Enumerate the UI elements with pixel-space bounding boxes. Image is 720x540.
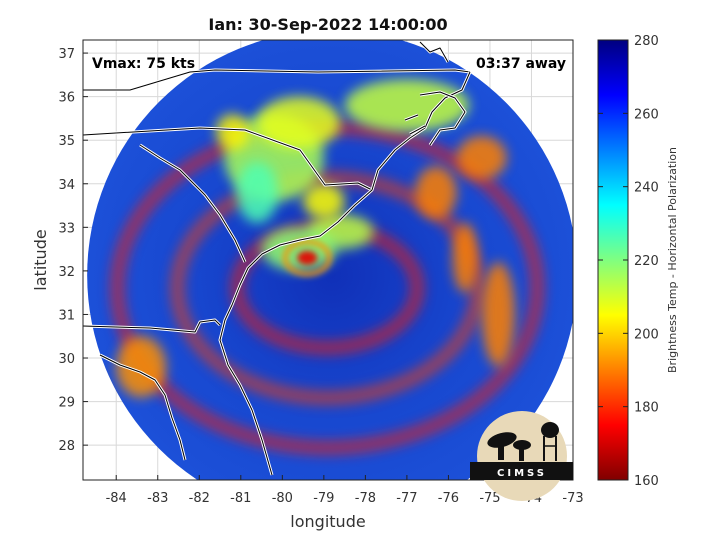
logo-text: CIMSS — [497, 468, 547, 479]
y-tick-label: 30 — [58, 352, 75, 367]
y-tick-label: 33 — [58, 221, 75, 236]
cimss-logo: CIMSS — [470, 411, 573, 501]
x-tick-label: -84 — [106, 491, 127, 506]
x-tick-label: -77 — [396, 491, 417, 506]
y-tick-label: 35 — [58, 134, 75, 149]
chart-title: Ian: 30-Sep-2022 14:00:00 — [208, 15, 447, 34]
warm-region — [257, 96, 341, 149]
x-tick-label: -78 — [355, 491, 376, 506]
x-tick-label: -73 — [562, 491, 583, 506]
warm-regions — [116, 79, 515, 398]
warm-region — [116, 336, 167, 398]
warm-region — [452, 222, 478, 293]
y-tick-label: 32 — [58, 265, 75, 280]
warm-region — [344, 79, 470, 132]
y-tick-label: 37 — [58, 47, 75, 62]
colorbar-tick-label: 200 — [634, 327, 659, 342]
swath-detail — [110, 79, 545, 455]
warm-region — [303, 183, 345, 219]
x-tick-label: -79 — [313, 491, 334, 506]
vmax-annotation: Vmax: 75 kts — [92, 56, 195, 72]
x-tick-label: -80 — [272, 491, 293, 506]
coastlines — [83, 40, 472, 476]
eye — [297, 250, 318, 265]
eyewall — [282, 238, 333, 277]
colorbar-tick-label: 160 — [634, 474, 659, 489]
y-tick-label: 34 — [58, 178, 75, 193]
y-tick-label: 29 — [58, 396, 75, 411]
storm-eye — [282, 238, 333, 277]
x-tick-label: -83 — [147, 491, 168, 506]
colorbar-tick-label: 280 — [634, 34, 659, 49]
colorbar-tick-label: 180 — [634, 401, 659, 416]
warm-region — [481, 262, 515, 367]
warm-region — [236, 161, 279, 223]
water-tower-icon — [541, 422, 559, 461]
x-tick-label: -76 — [438, 491, 459, 506]
colorbar-label: Brightness Temp - Horizontal Polarizatio… — [666, 147, 679, 373]
colorbar-tick-label: 260 — [634, 107, 659, 122]
x-tick-label: -75 — [479, 491, 500, 506]
axes-box — [82, 39, 574, 481]
colorbar-ticks: 160 180 200 220 240 260 280 — [598, 34, 659, 489]
colorbar-tick-label: 240 — [634, 181, 659, 196]
x-tick-label: -82 — [189, 491, 210, 506]
colorbar-tick-label: 220 — [634, 254, 659, 269]
warm-region — [456, 135, 507, 180]
y-axis-ticks: 28 29 30 31 32 33 34 35 36 37 — [58, 47, 88, 454]
x-axis-label: longitude — [290, 512, 365, 531]
y-tick-label: 36 — [58, 91, 75, 106]
y-axis-label: latitude — [31, 229, 50, 290]
satellite-dish-icon — [487, 432, 531, 461]
y-tick-label: 28 — [58, 439, 75, 454]
time-away-annotation: 03:37 away — [476, 56, 566, 72]
plot-content — [83, 40, 573, 480]
warm-region — [261, 227, 337, 271]
logo-ground-band — [470, 462, 573, 480]
y-tick-label: 31 — [58, 308, 75, 323]
x-tick-label: -81 — [230, 491, 251, 506]
warm-region — [215, 114, 250, 149]
spiral-band — [170, 170, 485, 405]
warm-region — [415, 166, 457, 219]
